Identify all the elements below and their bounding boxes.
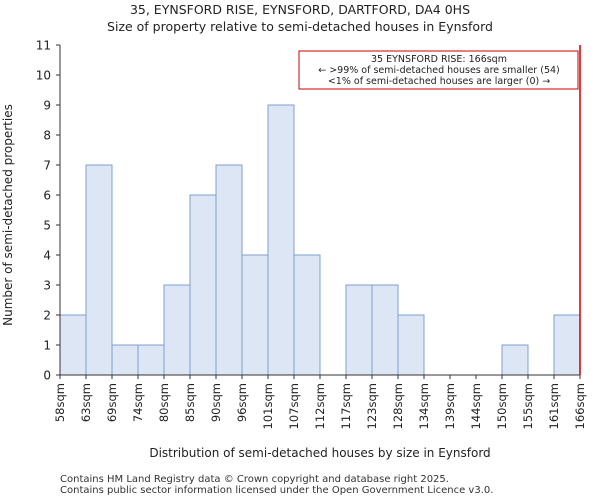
bar-117sqm — [345, 284, 373, 376]
y-tick-label-5: 5 — [43, 219, 51, 233]
bar-107sqm — [293, 254, 321, 376]
bar-101sqm — [267, 104, 295, 376]
x-axis-label: Distribution of semi-detached houses by … — [149, 446, 490, 460]
y-tick-label-8: 8 — [43, 129, 51, 143]
x-tick-label-166sqm: 166sqm — [573, 383, 587, 429]
x-tick-label-80sqm: 80sqm — [157, 383, 171, 422]
histogram-chart: 0 1 2 3 4 5 6 7 8 9 10 11 58sqm 63sqm 69sqm 74sqm 80sqm 8… — [1, 39, 587, 461]
bar-150sqm — [501, 344, 529, 376]
y-tick-label-1: 1 — [43, 339, 51, 353]
bar-128sqm — [397, 314, 425, 376]
x-tick-label-150sqm: 150sqm — [495, 383, 509, 429]
bar-85sqm — [189, 194, 217, 376]
y-tick-label-0: 0 — [43, 369, 51, 383]
annotation-line-2: ← >99% of semi-detached houses are small… — [318, 65, 560, 76]
chart-title: 35, EYNSFORD RISE, EYNSFORD, DARTFORD, D… — [129, 2, 471, 17]
x-tick-label-128sqm: 128sqm — [391, 383, 405, 429]
x-tick-label-74sqm: 74sqm — [131, 383, 145, 422]
x-tick-label-107sqm: 107sqm — [287, 383, 301, 429]
x-tick-label-123sqm: 123sqm — [365, 383, 379, 429]
y-tick-label-9: 9 — [43, 99, 51, 113]
x-tick-label-161sqm: 161sqm — [547, 383, 561, 429]
x-tick-label-134sqm: 134sqm — [417, 383, 431, 429]
bar-123sqm — [371, 284, 399, 376]
axes-group: 0 1 2 3 4 5 6 7 8 9 10 11 58sqm 63sqm 69sqm 74sqm 80sqm 8… — [36, 39, 587, 430]
footer-line-2: Contains public sector information licen… — [60, 485, 494, 496]
annotation-group: 35 EYNSFORD RISE: 166sqm ← >99% of semi-… — [298, 50, 579, 90]
y-tick-label-10: 10 — [36, 69, 51, 83]
y-tick-label-4: 4 — [43, 249, 51, 263]
bar-90sqm — [215, 164, 243, 376]
footer-line-1: Contains HM Land Registry data © Crown c… — [60, 474, 449, 485]
bars-group — [59, 104, 581, 376]
y-tick-label-7: 7 — [43, 159, 51, 173]
x-tick-label-155sqm: 155sqm — [521, 383, 535, 429]
x-tick-label-117sqm: 117sqm — [339, 383, 353, 429]
bar-80sqm — [163, 284, 191, 376]
chart-subtitle: Size of property relative to semi-detach… — [107, 19, 493, 34]
x-tick-label-69sqm: 69sqm — [105, 383, 119, 422]
x-tick-label-101sqm: 101sqm — [261, 383, 275, 429]
x-tick-label-139sqm: 139sqm — [443, 383, 457, 429]
x-tick-label-63sqm: 63sqm — [79, 383, 93, 422]
x-tick-label-112sqm: 112sqm — [313, 383, 327, 429]
bar-96sqm — [241, 254, 269, 376]
annotation-box — [298, 50, 579, 90]
x-tick-label-96sqm: 96sqm — [235, 383, 249, 422]
y-tick-label-2: 2 — [43, 309, 51, 323]
y-tick-label-11: 11 — [36, 39, 51, 53]
annotation-line-3: <1% of semi-detached houses are larger (… — [328, 76, 550, 87]
x-tick-label-144sqm: 144sqm — [469, 383, 483, 429]
bar-58sqm — [59, 314, 87, 376]
x-tick-label-90sqm: 90sqm — [209, 383, 223, 422]
y-tick-label-3: 3 — [43, 279, 51, 293]
y-tick-label-6: 6 — [43, 189, 51, 203]
bar-69sqm — [111, 344, 139, 376]
bar-161sqm — [553, 314, 581, 376]
bar-74sqm — [137, 344, 165, 376]
y-axis-label: Number of semi-detached properties — [1, 104, 15, 326]
x-tick-label-58sqm: 58sqm — [53, 383, 67, 422]
bar-63sqm — [85, 164, 113, 376]
annotation-line-1: 35 EYNSFORD RISE: 166sqm — [371, 54, 507, 65]
x-tick-label-85sqm: 85sqm — [183, 383, 197, 422]
